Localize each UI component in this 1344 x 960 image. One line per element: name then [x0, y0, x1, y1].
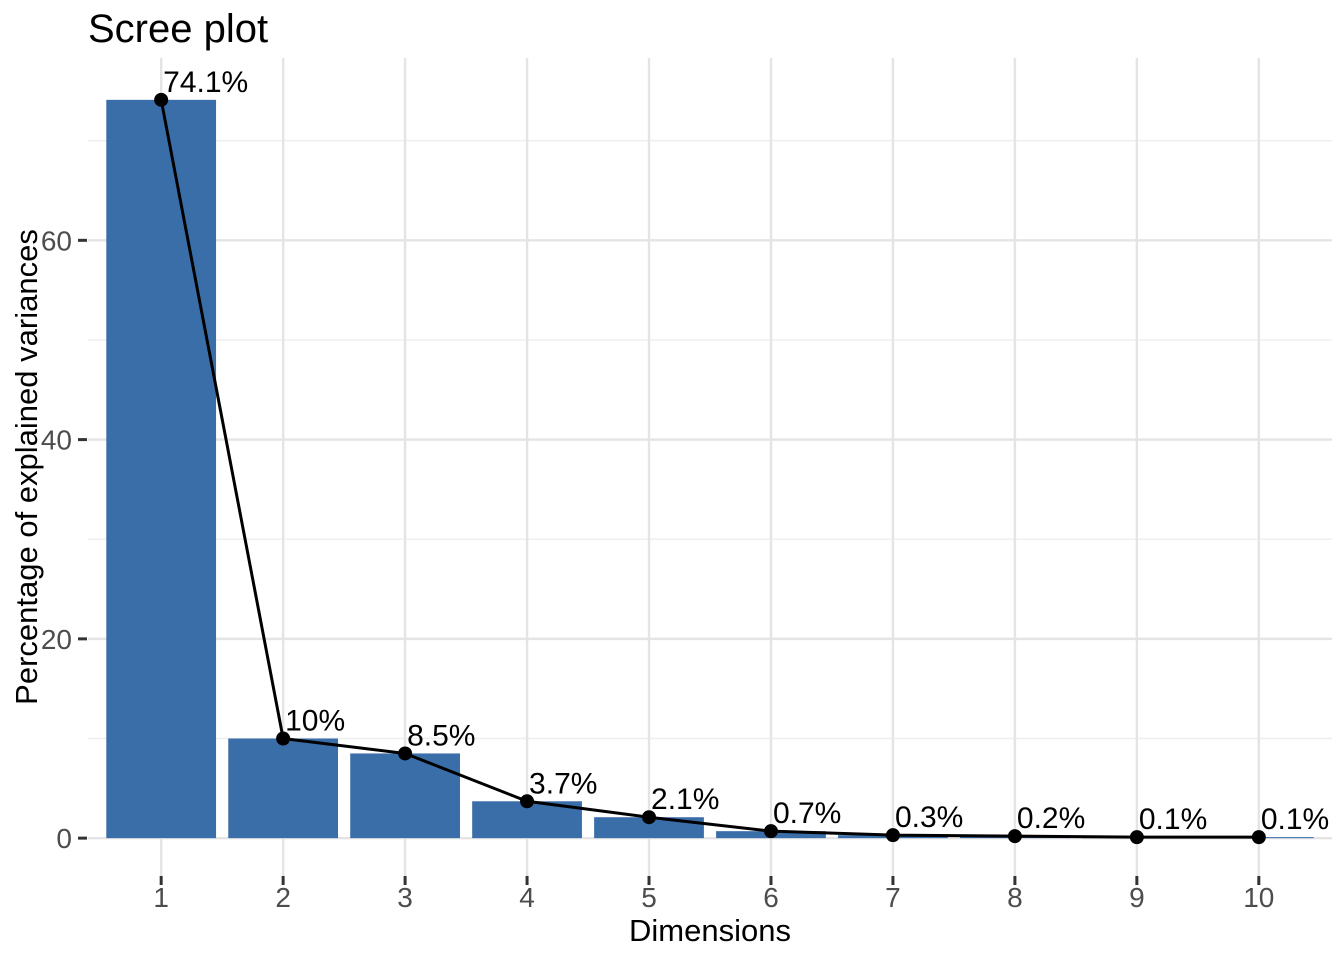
data-point-label: 2.1%	[651, 783, 719, 816]
plot-title: Scree plot	[88, 7, 268, 51]
x-tick-label: 1	[153, 882, 169, 913]
data-point-label: 8.5%	[407, 719, 475, 752]
data-point	[1129, 830, 1144, 845]
x-tick-label: 2	[275, 882, 291, 913]
x-tick-label: 9	[1129, 882, 1145, 913]
data-point	[763, 824, 778, 839]
x-tick-label: 8	[1007, 882, 1023, 913]
y-tick-label: 60	[41, 225, 72, 256]
data-point-label: 3.7%	[529, 767, 597, 800]
x-tick-label: 10	[1243, 882, 1274, 913]
x-tick-label: 4	[519, 882, 535, 913]
x-tick-label: 7	[885, 882, 901, 913]
x-tick-label: 5	[641, 882, 657, 913]
data-point	[398, 746, 413, 761]
data-point	[1007, 829, 1022, 844]
data-point	[520, 794, 535, 809]
y-tick-label: 20	[41, 624, 72, 655]
variance-line	[159, 99, 1259, 839]
data-point-label: 0.2%	[1017, 802, 1085, 835]
data-point-label: 0.1%	[1261, 803, 1329, 836]
bar	[106, 99, 217, 839]
data-point	[885, 828, 900, 843]
data-point	[1251, 830, 1266, 845]
x-tick-label: 6	[763, 882, 779, 913]
y-axis-title: Percentage of explained variances	[9, 229, 44, 705]
data-point-label: 0.1%	[1139, 803, 1207, 836]
y-tick-label: 40	[41, 425, 72, 456]
bar	[594, 817, 704, 839]
bar	[228, 738, 339, 839]
chart-layers: 1 2 3 4 5 6 7 8 9 10 0 20 40 60 74.1% 10% 8.5% 3.7% 2.1% 0.…	[41, 58, 1332, 913]
data-point-label: 74.1%	[163, 66, 248, 99]
x-tick-label: 3	[397, 882, 413, 913]
data-point	[276, 731, 291, 746]
data-point	[642, 810, 657, 825]
y-tick-label: 0	[56, 823, 72, 854]
data-point	[154, 92, 169, 107]
x-axis-title: Dimensions	[629, 913, 791, 948]
data-point-label: 10%	[285, 705, 345, 738]
data-point-label: 0.3%	[895, 801, 963, 834]
bar	[350, 753, 460, 839]
data-point-label: 0.7%	[773, 797, 841, 830]
